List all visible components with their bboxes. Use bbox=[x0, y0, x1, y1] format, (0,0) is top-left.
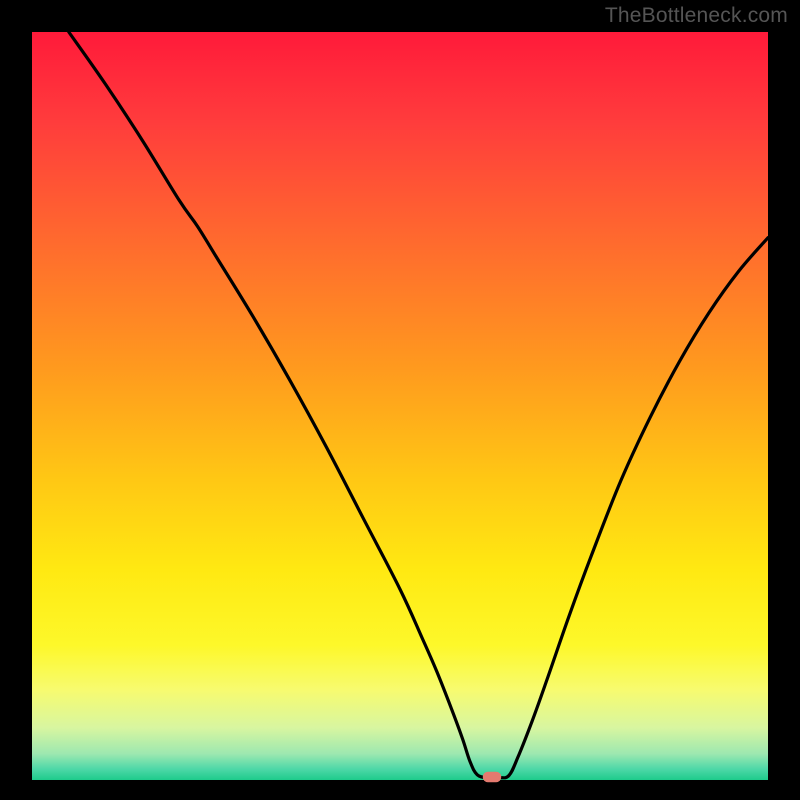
optimal-marker bbox=[483, 772, 501, 782]
bottleneck-chart bbox=[0, 0, 800, 800]
